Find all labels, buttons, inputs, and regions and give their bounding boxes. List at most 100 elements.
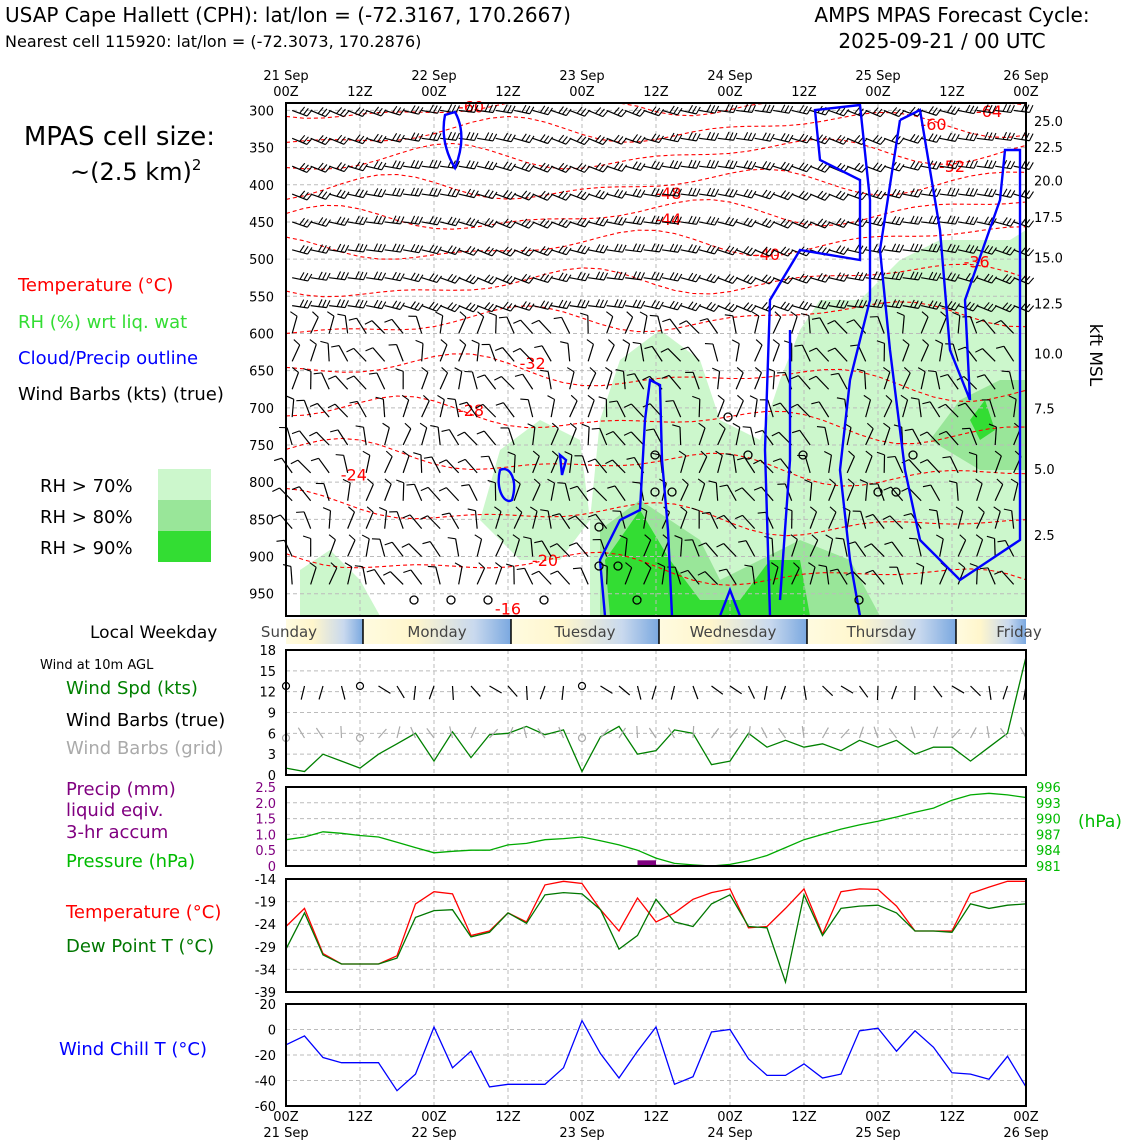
wind-barb-flag: [598, 163, 605, 171]
wind-barb: [318, 457, 330, 474]
wind-barb: [464, 431, 478, 446]
wind-barb-flag: [644, 562, 652, 569]
wind-barb-flag: [487, 303, 494, 311]
wind-barb: [527, 399, 534, 418]
wind-barb: [471, 371, 478, 390]
wind-barb-flag: [484, 274, 491, 282]
wind-barb-flag: [437, 160, 442, 169]
wind-barb-flag: [688, 244, 693, 252]
wind-barb: [353, 347, 367, 362]
wind-barb-flag: [716, 514, 725, 520]
cell-size-value: ~(2.5 km)2: [70, 156, 201, 186]
wind-barb-flag: [494, 375, 502, 381]
wind-barb-flag: [478, 562, 485, 569]
temperature-contour-label: -16: [495, 600, 521, 619]
wind-barb: [619, 511, 626, 529]
wind-barb-flag: [340, 163, 346, 171]
wind-barb-flag: [880, 245, 886, 253]
wind-barb-flag: [706, 216, 712, 224]
wind-barb-flag: [414, 160, 420, 169]
surface-barb-grid: [600, 728, 609, 739]
wind-barb: [390, 571, 404, 585]
surface-barb-grid: [315, 727, 324, 739]
wind-barb: [396, 344, 404, 362]
wind-barb: [384, 427, 390, 446]
wind-barb: [303, 400, 312, 418]
wind-barb-flag: [743, 274, 750, 282]
wind-barb-flag: [761, 218, 768, 226]
wind-barb-flag: [798, 190, 805, 198]
wind-barb-flag: [936, 188, 942, 197]
wind-barb-flag: [1028, 162, 1034, 170]
wind-barb-flag: [743, 302, 750, 310]
wind-barb-flag: [366, 506, 374, 513]
wind-barb-flag: [651, 215, 656, 224]
wind-barb: [952, 343, 959, 362]
wind-barb: [464, 458, 478, 474]
weekday-label: Wednesday: [690, 623, 777, 641]
wind-barb-flag: [303, 246, 309, 254]
wind-barb-flag: [732, 305, 739, 313]
wind-barb-flag: [513, 319, 521, 324]
wind-barb-flag: [355, 215, 360, 224]
wind-barb: [532, 427, 536, 446]
wind-barb-flag: [441, 367, 448, 374]
rh-shade: [970, 400, 995, 440]
panel-y-tick-label: -14: [255, 873, 276, 888]
wind-barb-flag: [437, 188, 442, 197]
wind-barb: [908, 487, 922, 502]
wind-barb-flag: [521, 162, 527, 170]
wind-barb-flag: [502, 218, 509, 226]
wind-barb-flag: [1002, 302, 1009, 310]
wind-barb-flag: [488, 219, 494, 227]
wind-barb: [706, 318, 719, 334]
wind-at-label: Wind at 10m AGL: [40, 658, 154, 673]
wind-barb: [391, 319, 404, 334]
wind-barb: [402, 399, 410, 418]
wind-barb-flag: [883, 422, 891, 429]
pressure-line: [285, 792, 1027, 867]
wind-barb-flag: [577, 299, 582, 307]
wind-barb: [801, 344, 811, 362]
wind-barb-flag: [957, 346, 966, 351]
wind-barb-flag: [506, 133, 512, 142]
kft-tick-label: 17.5: [1034, 211, 1063, 226]
wind-barb-flag: [993, 506, 1001, 512]
wind-barb-flag: [872, 107, 879, 114]
wind-barb-flag: [691, 507, 700, 512]
wind-barb: [371, 320, 386, 334]
wind-barb-flag: [484, 246, 491, 254]
wind-barb: [372, 347, 386, 362]
wind-barb-flag: [947, 187, 952, 196]
panel-y-tick-label: -19: [255, 896, 276, 911]
wind-barb: [957, 539, 967, 557]
wind-barb-flag: [787, 249, 794, 257]
wind-barb-flag: [527, 423, 536, 428]
pressure-tick-label: 987: [1036, 828, 1061, 843]
wind-barb-flag: [818, 564, 827, 568]
wind-barb-flag: [746, 247, 753, 255]
wind-barb: [362, 566, 367, 585]
wind-barb-flag: [384, 541, 393, 546]
wind-barb-flag: [317, 217, 324, 225]
wind-barb-flag: [420, 486, 429, 492]
wind-barb-flag: [429, 131, 434, 140]
wind-barb-flag: [783, 248, 790, 255]
wind-barb-flag: [619, 534, 628, 540]
weekday-strip: Sunday Monday Tuesday Wednesday Thursday Frid…: [261, 619, 1042, 644]
calm-wind-circle: [650, 487, 660, 497]
wind-barb-flag: [780, 190, 787, 198]
wind-barb-flag: [399, 273, 405, 281]
wind-barb-flag: [835, 218, 842, 226]
wind-barb: [686, 320, 700, 334]
wind-barb-flag: [620, 110, 628, 118]
wind-barb: [834, 347, 848, 362]
top-date-label: 25 Sep: [855, 69, 900, 84]
cloud-outline: [718, 586, 742, 617]
wind-barb-flag: [614, 216, 619, 224]
wind-barb-flag: [414, 216, 420, 224]
wind-barb: [945, 431, 959, 446]
wind-barb-flag: [547, 275, 554, 283]
wind-barb: [522, 373, 534, 390]
